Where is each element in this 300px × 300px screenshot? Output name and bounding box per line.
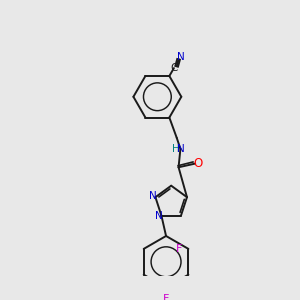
Text: N: N xyxy=(149,191,157,201)
Text: F: F xyxy=(163,294,169,300)
Text: O: O xyxy=(193,157,203,170)
Text: N: N xyxy=(178,52,185,61)
Text: N: N xyxy=(178,144,185,154)
Text: C: C xyxy=(170,63,178,73)
Text: F: F xyxy=(176,244,182,254)
Text: N: N xyxy=(155,211,163,221)
Text: H: H xyxy=(172,144,180,154)
